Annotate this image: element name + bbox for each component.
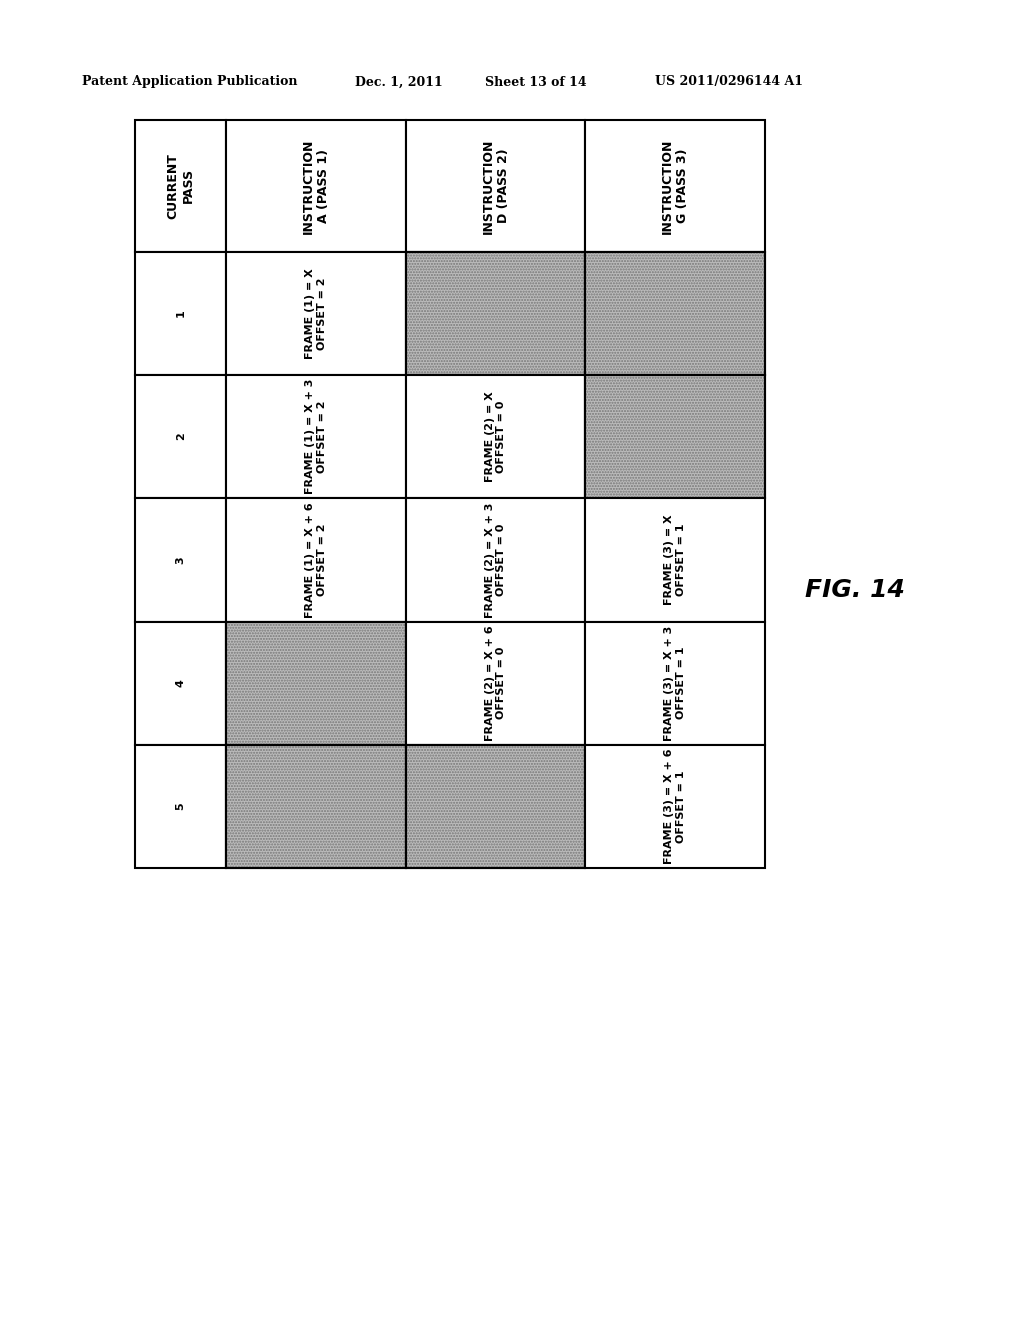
- Text: INSTRUCTION
D (PASS 2): INSTRUCTION D (PASS 2): [481, 139, 510, 234]
- Text: Patent Application Publication: Patent Application Publication: [82, 75, 298, 88]
- Bar: [226, 622, 406, 744]
- Text: FIG. 14: FIG. 14: [805, 578, 905, 602]
- Bar: [586, 252, 765, 375]
- Bar: [226, 622, 406, 744]
- Text: 4: 4: [176, 680, 185, 688]
- Text: FRAME (2) = X + 3
OFFSET = 0: FRAME (2) = X + 3 OFFSET = 0: [485, 502, 507, 618]
- Bar: [226, 744, 406, 869]
- Text: FRAME (3) = X + 6
OFFSET = 1: FRAME (3) = X + 6 OFFSET = 1: [665, 748, 686, 865]
- Bar: [586, 498, 765, 622]
- Bar: [586, 120, 765, 252]
- Text: 5: 5: [176, 803, 185, 810]
- Bar: [135, 252, 226, 375]
- Text: Dec. 1, 2011: Dec. 1, 2011: [355, 75, 442, 88]
- Text: INSTRUCTION
A (PASS 1): INSTRUCTION A (PASS 1): [302, 139, 330, 234]
- Bar: [406, 744, 586, 869]
- Text: 3: 3: [176, 556, 185, 564]
- Bar: [586, 375, 765, 498]
- Text: FRAME (2) = X + 6
OFFSET = 0: FRAME (2) = X + 6 OFFSET = 0: [485, 626, 507, 741]
- Text: 2: 2: [176, 433, 185, 441]
- Text: FRAME (1) = X + 6
OFFSET = 2: FRAME (1) = X + 6 OFFSET = 2: [305, 502, 327, 618]
- Text: CURRENT
PASS: CURRENT PASS: [167, 153, 195, 219]
- Bar: [135, 498, 226, 622]
- Bar: [406, 744, 586, 869]
- Bar: [226, 375, 406, 498]
- Bar: [135, 622, 226, 744]
- Bar: [226, 744, 406, 869]
- Text: FRAME (2) = X
OFFSET = 0: FRAME (2) = X OFFSET = 0: [485, 391, 507, 482]
- Text: FRAME (1) = X
OFFSET = 2: FRAME (1) = X OFFSET = 2: [305, 268, 327, 359]
- Bar: [586, 744, 765, 869]
- Bar: [586, 622, 765, 744]
- Text: FRAME (3) = X
OFFSET = 1: FRAME (3) = X OFFSET = 1: [665, 515, 686, 605]
- Bar: [406, 498, 586, 622]
- Bar: [406, 120, 586, 252]
- Bar: [406, 252, 586, 375]
- Text: FRAME (3) = X + 3
OFFSET = 1: FRAME (3) = X + 3 OFFSET = 1: [665, 626, 686, 741]
- Bar: [226, 744, 406, 869]
- Bar: [586, 252, 765, 375]
- Text: US 2011/0296144 A1: US 2011/0296144 A1: [655, 75, 803, 88]
- Text: INSTRUCTION
G (PASS 3): INSTRUCTION G (PASS 3): [662, 139, 689, 234]
- Bar: [406, 622, 586, 744]
- Bar: [406, 252, 586, 375]
- Bar: [406, 252, 586, 375]
- Bar: [226, 120, 406, 252]
- Bar: [586, 375, 765, 498]
- Bar: [135, 120, 226, 252]
- Bar: [135, 744, 226, 869]
- Bar: [586, 252, 765, 375]
- Bar: [226, 252, 406, 375]
- Bar: [406, 744, 586, 869]
- Bar: [135, 375, 226, 498]
- Bar: [226, 498, 406, 622]
- Text: 1: 1: [176, 309, 185, 317]
- Bar: [586, 375, 765, 498]
- Bar: [226, 622, 406, 744]
- Text: FRAME (1) = X + 3
OFFSET = 2: FRAME (1) = X + 3 OFFSET = 2: [305, 379, 327, 494]
- Bar: [406, 375, 586, 498]
- Text: Sheet 13 of 14: Sheet 13 of 14: [485, 75, 587, 88]
